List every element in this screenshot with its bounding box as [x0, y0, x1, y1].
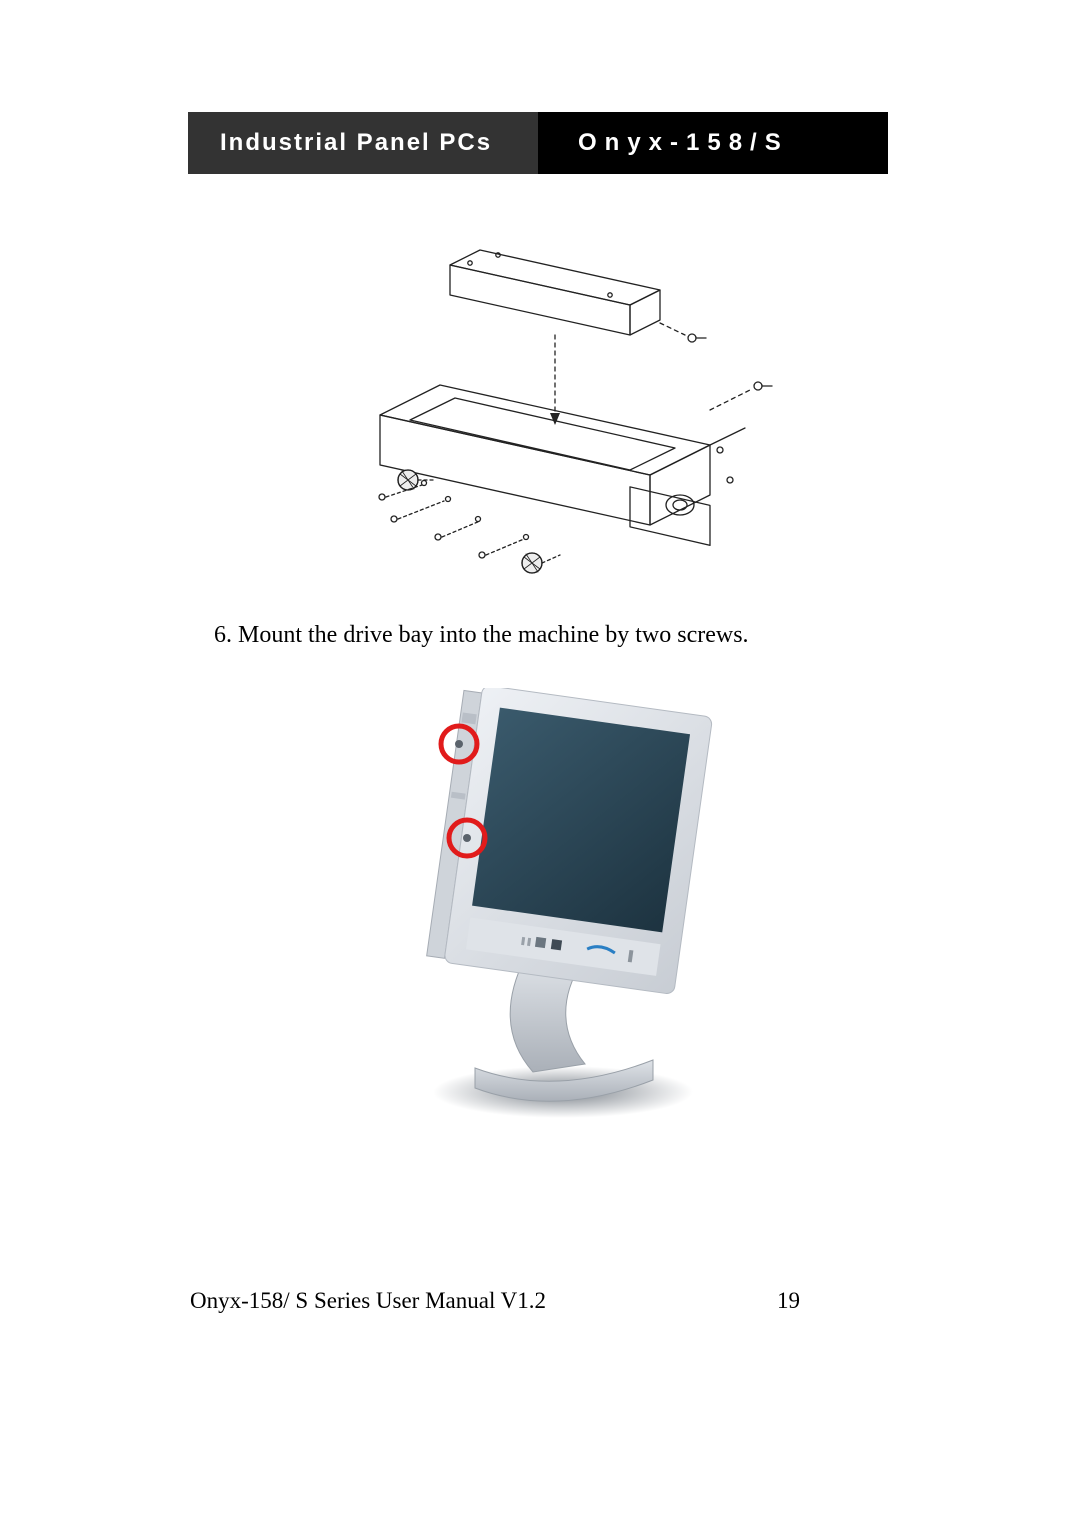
header-right-text: Onyx-158/S — [578, 129, 789, 157]
header-left-block: Industrial Panel PCs — [188, 112, 538, 174]
footer-manual-title: Onyx-158/ S Series User Manual V1.2 — [190, 1288, 546, 1314]
figure-drive-bay-diagram — [310, 235, 790, 595]
step-number: 6. — [214, 622, 232, 648]
step-text: Mount the drive bay into the machine by … — [238, 622, 749, 648]
figure-panel-pc — [385, 688, 723, 1128]
step-instruction: 6. Mount the drive bay into the machine … — [214, 622, 749, 649]
page-header: Industrial Panel PCs Onyx-158/S — [188, 112, 888, 174]
header-left-text: Industrial Panel PCs — [220, 129, 492, 157]
document-page: Industrial Panel PCs Onyx-158/S — [0, 0, 1080, 1529]
header-right-block: Onyx-158/S — [538, 112, 888, 174]
footer-page-number: 19 — [777, 1288, 800, 1314]
